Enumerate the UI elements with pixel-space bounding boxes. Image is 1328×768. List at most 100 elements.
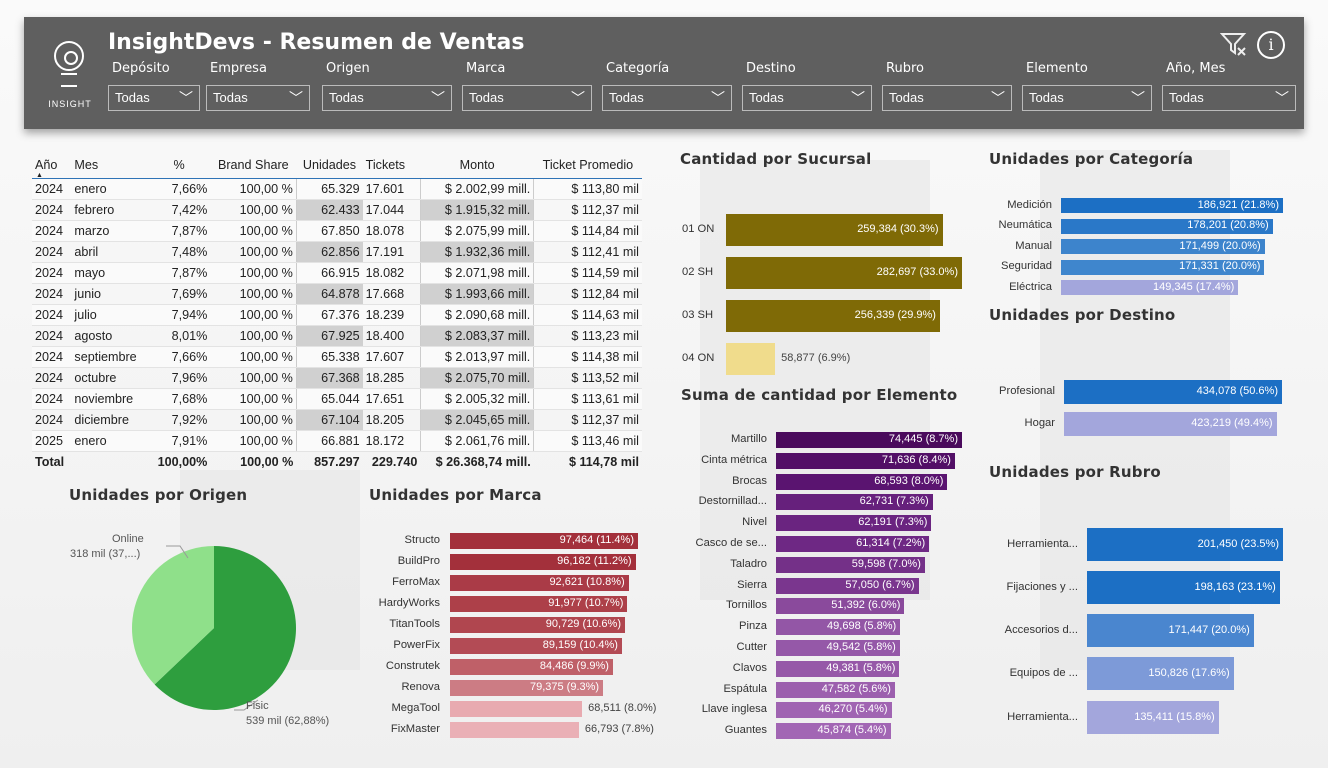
- category-label: Herramienta...: [960, 538, 1078, 550]
- table-row: 2024 julio 7,94% 100,00 % 67.376 18.239 $ 2.09…: [32, 305, 642, 326]
- data-label: 171,447 (20.0%): [1168, 624, 1249, 636]
- slicer-empresa[interactable]: Empresa Todas ﹀: [206, 61, 314, 113]
- data-label: 79,375 (9.3%): [530, 681, 599, 693]
- table-cell: 100,00 %: [210, 200, 296, 221]
- chart-title-destino: Unidades por Destino: [989, 306, 1175, 324]
- data-label: 49,381 (5.8%): [826, 662, 895, 674]
- slicer-a-o-mes[interactable]: Año, Mes Todas ﹀: [1162, 61, 1294, 113]
- category-label: Herramienta...: [960, 711, 1078, 723]
- column-header[interactable]: Ticket Promedio: [534, 152, 642, 179]
- table-row: 2024 mayo 7,87% 100,00 % 66.915 18.082 $ 2.071…: [32, 263, 642, 284]
- column-header[interactable]: Tickets: [363, 152, 421, 179]
- chart-title-categoria: Unidades por Categoría: [989, 150, 1193, 168]
- table-cell: 2024: [32, 284, 71, 305]
- slicer-dep-sito[interactable]: Depósito Todas ﹀: [108, 61, 204, 113]
- data-label: 57,050 (6.7%): [845, 579, 914, 591]
- bar-marca[interactable]: [450, 722, 579, 738]
- data-label: 282,697 (33.0%): [877, 266, 958, 278]
- slicer-dropdown[interactable]: Todas ﹀: [322, 85, 452, 111]
- slicer-dropdown[interactable]: Todas ﹀: [602, 85, 732, 111]
- clear-filter-icon[interactable]: [1220, 31, 1248, 57]
- total-cell: $ 114,78 mil: [534, 452, 642, 473]
- data-label: 91,977 (10.7%): [548, 597, 623, 609]
- slicer-elemento[interactable]: Elemento Todas ﹀: [1022, 61, 1154, 113]
- table-cell: 7,69%: [148, 284, 210, 305]
- table-cell: $ 113,52 mil: [534, 368, 642, 389]
- data-label: 178,201 (20.8%): [1187, 219, 1268, 231]
- table-cell: 2024: [32, 368, 71, 389]
- table-cell: 7,66%: [148, 347, 210, 368]
- sort-asc-icon: ▲: [36, 172, 43, 179]
- bar-sucursal[interactable]: [726, 343, 775, 375]
- table-row: 2025 enero 7,91% 100,00 % 66.881 18.172 $ 2.06…: [32, 431, 642, 452]
- category-label: Martillo: [660, 433, 767, 445]
- slicer-dropdown[interactable]: Todas ﹀: [108, 85, 200, 111]
- category-label: Clavos: [660, 662, 767, 674]
- info-icon[interactable]: i: [1257, 31, 1285, 59]
- slicer-rubro[interactable]: Rubro Todas ﹀: [882, 61, 1014, 113]
- table-cell: 100,00 %: [210, 389, 296, 410]
- category-label: Sierra: [660, 579, 767, 591]
- table-cell: $ 112,41 mil: [534, 242, 642, 263]
- table-cell: 67.925: [296, 326, 362, 347]
- bar-marca[interactable]: [450, 701, 582, 717]
- column-header[interactable]: Brand Share: [210, 152, 296, 179]
- table-cell: 7,92%: [148, 410, 210, 431]
- column-header[interactable]: Mes: [71, 152, 148, 179]
- table-cell: 66.915: [296, 263, 362, 284]
- category-label: Destornillad...: [660, 495, 767, 507]
- slicer-dropdown[interactable]: Todas ﹀: [462, 85, 592, 111]
- logo-text: INSIGHT: [38, 99, 102, 109]
- data-label: 84,486 (9.9%): [540, 660, 609, 672]
- data-label: 46,270 (5.4%): [818, 703, 887, 715]
- table-cell: $ 114,84 mil: [534, 221, 642, 242]
- table-cell: 17.044: [363, 200, 421, 221]
- table-cell: 18.082: [363, 263, 421, 284]
- lightbulb-base: [61, 73, 77, 87]
- table-cell: abril: [71, 242, 148, 263]
- chevron-down-icon: ﹀: [1275, 86, 1289, 110]
- slicer-dropdown[interactable]: Todas ﹀: [206, 85, 310, 111]
- table-cell: $ 112,37 mil: [534, 410, 642, 431]
- slicer-categor-a[interactable]: Categoría Todas ﹀: [602, 61, 734, 113]
- slicer-dropdown[interactable]: Todas ﹀: [1022, 85, 1152, 111]
- data-label: 74,445 (8.7%): [889, 433, 958, 445]
- slicer-marca[interactable]: Marca Todas ﹀: [462, 61, 594, 113]
- category-label: Taladro: [660, 558, 767, 570]
- data-label: 96,182 (11.2%): [557, 555, 631, 567]
- total-cell: [71, 452, 148, 473]
- header-bar: INSIGHT InsightDevs - Resumen de Ventas …: [24, 17, 1304, 129]
- table-cell: 17.668: [363, 284, 421, 305]
- table-cell: 7,48%: [148, 242, 210, 263]
- table-cell: 7,94%: [148, 305, 210, 326]
- category-label: Neumática: [960, 219, 1052, 231]
- column-header[interactable]: %: [148, 152, 210, 179]
- slicer-dropdown[interactable]: Todas ﹀: [882, 85, 1012, 111]
- category-label: 04 ON: [682, 352, 714, 364]
- category-label: Casco de se...: [660, 537, 767, 549]
- slicer-label: Empresa: [210, 61, 267, 76]
- page-title: InsightDevs - Resumen de Ventas: [108, 30, 524, 55]
- table-row: 2024 diciembre 7,92% 100,00 % 67.104 18.205 $ …: [32, 410, 642, 431]
- table-cell: 67.376: [296, 305, 362, 326]
- table-cell: 17.191: [363, 242, 421, 263]
- column-header[interactable]: Monto: [420, 152, 533, 179]
- column-header[interactable]: Año ▲: [32, 152, 71, 179]
- slicer-destino[interactable]: Destino Todas ﹀: [742, 61, 874, 113]
- table-cell: $ 1.932,36 mill.: [420, 242, 533, 263]
- table-cell: 100,00 %: [210, 347, 296, 368]
- slicer-dropdown[interactable]: Todas ﹀: [1162, 85, 1296, 111]
- column-header[interactable]: Unidades: [296, 152, 362, 179]
- table-cell: $ 112,37 mil: [534, 200, 642, 221]
- table-cell: 8,01%: [148, 326, 210, 347]
- slicer-dropdown[interactable]: Todas ﹀: [742, 85, 872, 111]
- slicer-label: Año, Mes: [1166, 61, 1225, 76]
- pie-value-label: 539 mil (62,88%): [246, 715, 329, 727]
- table-cell: 67.368: [296, 368, 362, 389]
- category-label: Tornillos: [660, 599, 767, 611]
- table-cell: 62.856: [296, 242, 362, 263]
- slicer-label: Depósito: [112, 61, 170, 76]
- chevron-down-icon: ﹀: [1131, 86, 1145, 110]
- data-label: 171,499 (20.0%): [1179, 240, 1260, 252]
- slicer-origen[interactable]: Origen Todas ﹀: [322, 61, 454, 113]
